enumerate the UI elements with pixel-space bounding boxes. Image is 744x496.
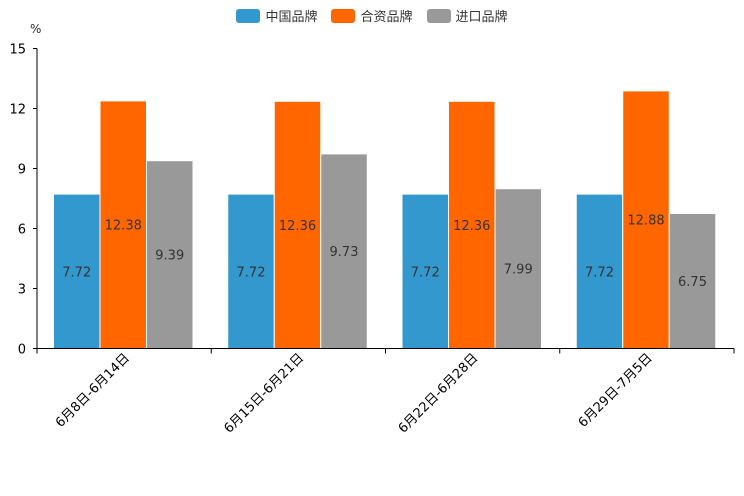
y-tick-label: 15	[9, 43, 26, 58]
legend-item-joint-venture[interactable]: 合资品牌	[331, 6, 413, 25]
bar-imported[interactable]	[668, 213, 717, 349]
bar-value-label: 12.36	[453, 219, 490, 234]
y-tick-label: 0	[18, 343, 26, 358]
bar-value-label: 7.72	[237, 265, 266, 280]
y-tick-label: 9	[18, 163, 26, 178]
bar-value-label: 7.99	[504, 263, 533, 278]
bar-value-label: 7.72	[411, 265, 440, 280]
bar-joint-venture[interactable]	[622, 90, 670, 350]
legend-item-imported[interactable]: 进口品牌	[426, 6, 508, 25]
bar-joint-venture[interactable]	[99, 100, 147, 350]
y-axis-unit-label: %	[30, 22, 41, 36]
legend-swatch-joint-venture	[331, 8, 356, 23]
x-tick-label: 6月8日-6月14日	[53, 351, 133, 431]
bar-value-label: 9.73	[330, 245, 359, 260]
y-axis: 0 3 6 9 12 15	[9, 43, 38, 358]
y-tick-label: 3	[18, 283, 26, 298]
bar-value-label: 7.72	[62, 265, 91, 280]
bar-value-label: 9.39	[155, 249, 184, 264]
chart-legend: 中国品牌 合资品牌 进口品牌	[0, 6, 744, 25]
bar-joint-venture[interactable]	[448, 100, 496, 349]
bar-value-label: 12.38	[105, 219, 142, 234]
legend-swatch-domestic	[236, 8, 261, 23]
bar-imported[interactable]	[494, 188, 542, 349]
legend-label-imported: 进口品牌	[455, 10, 508, 25]
bar-imported[interactable]	[146, 160, 194, 349]
legend-label-joint-venture: 合资品牌	[360, 10, 413, 25]
y-tick-label: 6	[18, 223, 26, 238]
bar-domestic[interactable]	[53, 193, 101, 349]
bar-value-label: 12.36	[279, 219, 316, 234]
x-axis: 6月8日-6月14日 6月15日-6月21日 6月22日-6月28日 6月29日-7月…	[36, 348, 735, 437]
bar-imported[interactable]	[320, 153, 368, 349]
x-tick-label: 6月22日-6月28日	[396, 351, 482, 437]
legend-swatch-imported	[426, 8, 451, 23]
bars-group: 7.72 12.38 9.39 7.72 12.36 9.73 7.72 12.36 7.99 7…	[53, 90, 717, 350]
bar-domestic[interactable]	[401, 193, 449, 349]
bar-value-label: 6.75	[678, 275, 707, 290]
bar-value-label: 12.88	[627, 214, 664, 229]
x-tick-label: 6月29日-7月5日	[576, 351, 656, 431]
y-tick-label: 12	[9, 103, 26, 118]
bar-value-label: 7.72	[585, 265, 614, 280]
legend-label-domestic: 中国品牌	[265, 10, 318, 25]
legend-item-domestic[interactable]: 中国品牌	[236, 6, 317, 25]
x-tick-label: 6月15日-6月21日	[221, 351, 307, 437]
